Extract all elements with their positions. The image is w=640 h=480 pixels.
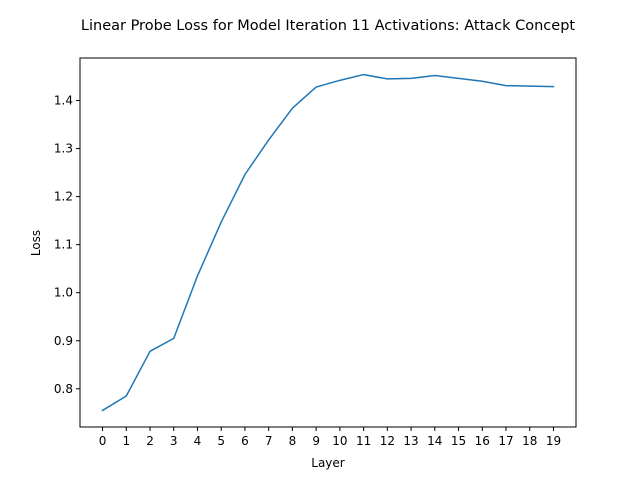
series-layer <box>101 73 555 412</box>
x-tick-label: 5 <box>217 434 225 448</box>
y-tick-label: 0.9 <box>54 334 73 348</box>
x-tick-label: 7 <box>265 434 273 448</box>
x-tick-label: 14 <box>427 434 442 448</box>
x-tick-label: 16 <box>475 434 490 448</box>
y-tick-label: 1.1 <box>54 238 73 252</box>
x-tick-label: 6 <box>241 434 249 448</box>
y-tick-label: 1.4 <box>54 94 73 108</box>
x-tick-label: 19 <box>546 434 561 448</box>
chart-title: Linear Probe Loss for Model Iteration 11… <box>81 18 576 34</box>
x-tick-label: 17 <box>498 434 513 448</box>
series-line <box>101 73 555 412</box>
x-tick-label: 3 <box>170 434 178 448</box>
x-tick-label: 8 <box>289 434 297 448</box>
x-tick-label: 13 <box>403 434 418 448</box>
x-tick-label: 10 <box>332 434 347 448</box>
y-tick-label: 1.2 <box>54 190 73 204</box>
y-tick-label: 1.0 <box>54 286 73 300</box>
x-tick-label: 2 <box>146 434 154 448</box>
x-tick-label: 12 <box>380 434 395 448</box>
x-tick-label: 11 <box>356 434 371 448</box>
y-tick-label: 1.3 <box>54 142 73 156</box>
x-tick-label: 4 <box>194 434 202 448</box>
plot-area <box>79 57 577 428</box>
x-tick-label: 1 <box>122 434 130 448</box>
x-tick-label: 0 <box>99 434 107 448</box>
x-tick-label: 9 <box>312 434 320 448</box>
x-tick-label: 18 <box>522 434 537 448</box>
y-axis-label: Loss <box>29 230 43 256</box>
x-axis: 0 1 2 3 4 5 6 7 8 9 10 11 12 13 14 15 16 17 18 19 <box>99 427 561 448</box>
x-axis-label: Layer <box>311 456 345 470</box>
x-tick-label: 15 <box>451 434 466 448</box>
y-tick-label: 0.8 <box>54 382 73 396</box>
y-axis: 0.8 0.9 1.0 1.1 1.2 1.3 1.4 <box>54 94 80 396</box>
